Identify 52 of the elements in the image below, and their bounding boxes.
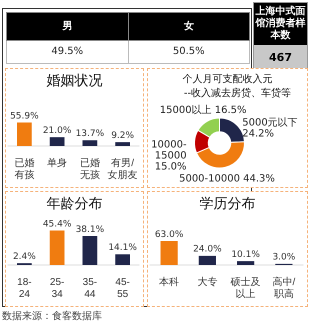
bar (160, 241, 178, 265)
chart-title: 婚姻状况 (46, 72, 104, 90)
source-note: 数据来源：食客数据库 (2, 310, 102, 321)
category-label: 男 (6, 12, 128, 40)
data-label: 2.4% (12, 252, 36, 262)
data-label: 3.0% (272, 252, 296, 263)
slice-label: 15000以上 16.5% (160, 104, 247, 116)
data-label: 14.1% (108, 243, 138, 254)
bar (115, 142, 130, 146)
x-tick-label: 大专 (197, 276, 218, 288)
chart-title: 学历分布 (198, 195, 256, 213)
x-tick-label: 25-34 (50, 276, 64, 300)
x-tick-label: 已婚无孩 (80, 158, 100, 181)
x-tick-label: 硕士及以上 (230, 276, 261, 300)
chart-title: 个人月可支配收入元 (182, 72, 274, 86)
slice-label: 5000元以下 (242, 116, 298, 129)
x-tick-label: 本科 (159, 276, 180, 288)
data-label: 9.2% (111, 130, 134, 141)
x-tick-label: 高中/职高 (272, 276, 296, 300)
data-label: 10.1% (231, 250, 260, 260)
data-label: 45.4% (42, 219, 72, 230)
data-label: 24.2% (242, 128, 274, 140)
bar (17, 122, 32, 146)
data-label: 21.0% (42, 126, 72, 136)
bar (198, 256, 216, 265)
text: 50.5% (172, 46, 205, 58)
slice-label: 10000-15000 (151, 140, 187, 162)
bar (50, 137, 64, 146)
chart-title: 年龄分布 (46, 195, 104, 213)
data-label: 38.1% (76, 224, 105, 235)
text: 467 (254, 45, 307, 71)
chart-subtitle: --收入减去房贷、车贷等 (182, 86, 292, 100)
category-label: 女 (128, 12, 250, 40)
data-label: 63.0% (154, 230, 184, 240)
bar (115, 254, 130, 265)
x-tick-label: 有男/女朋友 (108, 156, 138, 181)
x-tick-label: 单身 (47, 156, 68, 169)
x-tick-label: 已婚有孩 (14, 158, 34, 181)
data-label: 13.7% (76, 129, 105, 140)
slice-label: 5000-10000 44.3% (179, 174, 275, 185)
data-label: 55.9% (10, 111, 40, 122)
x-tick-label: 45-55 (115, 276, 130, 300)
bar (82, 236, 98, 265)
bar (82, 140, 98, 146)
text: 上海中式面馆消费者样本数 (254, 3, 307, 45)
bar (50, 230, 64, 265)
bar (237, 261, 254, 265)
text: 49.5% (51, 46, 84, 58)
x-tick-label: 18-24 (17, 276, 32, 300)
data-label: 24.0% (193, 244, 222, 255)
x-tick-label: 35-44 (82, 276, 98, 300)
data-label: 15.0% (154, 162, 187, 173)
